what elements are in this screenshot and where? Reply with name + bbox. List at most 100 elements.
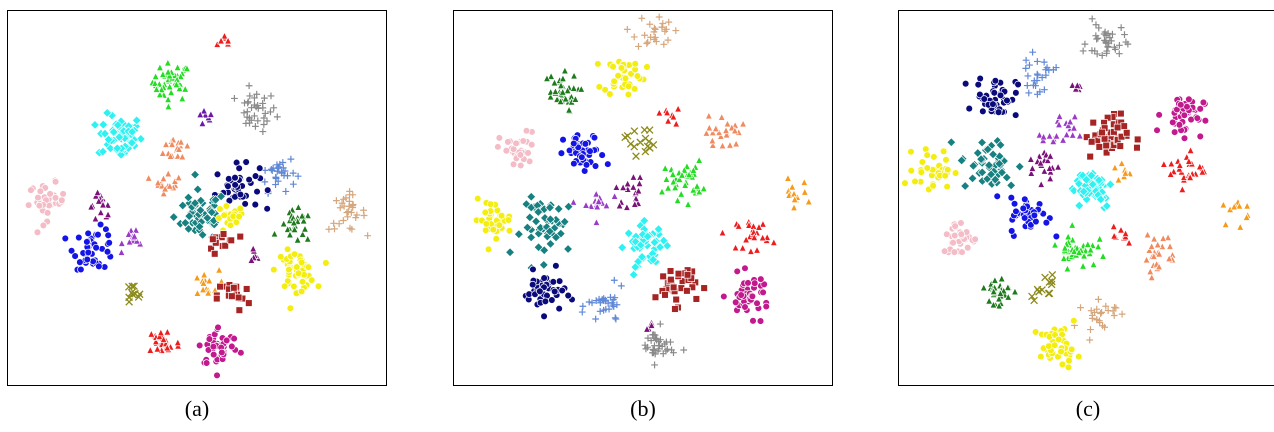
point-triangle (1165, 254, 1174, 263)
point-diamond (977, 167, 988, 178)
point-circle (582, 161, 591, 169)
point-plus (1042, 71, 1050, 79)
point-circle (209, 342, 218, 351)
point-plus (660, 40, 668, 48)
point-plus (600, 306, 608, 314)
point-triangle (1095, 234, 1104, 243)
point-diamond (1006, 180, 1017, 191)
point-triangle (636, 172, 645, 181)
point-triangle (800, 187, 809, 196)
point-diamond (544, 226, 555, 237)
point-plus (1103, 49, 1110, 57)
point-triangle (557, 81, 565, 90)
point-circle (749, 317, 757, 325)
point-diamond (967, 173, 978, 184)
point-square (1133, 143, 1141, 152)
point-circle (1193, 114, 1202, 122)
point-triangle (1230, 202, 1239, 211)
point-triangle (183, 141, 192, 150)
point-circle (923, 151, 931, 159)
point-diamond (103, 134, 114, 145)
point-diamond (1069, 185, 1079, 196)
point-plus (595, 295, 603, 303)
point-square (661, 291, 669, 299)
point-plus (1117, 24, 1125, 32)
point-circle (555, 304, 563, 313)
point-plus (662, 347, 670, 355)
point-plus (1101, 36, 1108, 44)
point-triangle (175, 144, 183, 153)
point-circle (918, 158, 927, 166)
point-circle (540, 274, 548, 282)
point-cross (125, 293, 133, 302)
point-circle (941, 171, 949, 180)
cluster-orange (1110, 158, 1134, 184)
point-triangle (790, 195, 799, 203)
point-triangle (708, 136, 717, 145)
point-diamond (559, 216, 570, 227)
point-plus (289, 180, 297, 188)
point-triangle (546, 92, 555, 101)
point-triangle (163, 343, 172, 352)
point-plus (1033, 70, 1041, 78)
point-circle (923, 164, 931, 172)
point-circle (1065, 356, 1073, 365)
point-plus (658, 343, 666, 350)
point-triangle (569, 197, 578, 206)
point-plus (1022, 65, 1030, 72)
point-circle (958, 248, 966, 256)
point-triangle (155, 63, 164, 72)
cluster-magenta (195, 323, 245, 380)
point-triangle (161, 184, 170, 193)
point-diamond (1105, 179, 1116, 190)
point-triangle (298, 229, 307, 238)
caption-a: (a) (184, 396, 210, 421)
point-circle (220, 211, 228, 219)
point-square (216, 282, 224, 291)
cluster-violet (1026, 148, 1063, 188)
point-triangle (699, 184, 708, 193)
point-triangle (655, 108, 664, 117)
point-plus (272, 173, 280, 181)
point-plus (1029, 48, 1036, 56)
point-triangle (206, 109, 215, 118)
point-circle (504, 138, 512, 146)
point-triangle (577, 84, 586, 93)
point-plus (278, 169, 286, 177)
point-plus (1092, 21, 1100, 29)
cluster-yellow (472, 194, 514, 254)
point-square (242, 285, 251, 293)
point-triangle (705, 123, 714, 132)
point-triangle (669, 177, 678, 186)
point-triangle (718, 228, 727, 237)
point-plus (1118, 310, 1126, 318)
point-triangle (1055, 120, 1063, 129)
point-triangle (91, 214, 100, 223)
point-circle (39, 221, 48, 230)
point-triangle (769, 238, 778, 246)
point-triangle (125, 237, 134, 246)
point-plus (641, 31, 649, 39)
point-circle (720, 292, 728, 301)
point-circle (84, 248, 93, 257)
point-diamond (98, 119, 109, 130)
point-triangle (153, 344, 162, 353)
cluster-tan (623, 13, 680, 50)
point-diamond (648, 254, 659, 265)
point-triangle (1045, 131, 1054, 140)
point-triangle (664, 183, 673, 192)
point-diamond (105, 143, 116, 154)
point-plus (635, 43, 642, 50)
point-circle (1054, 335, 1063, 344)
point-triangle (563, 86, 572, 95)
point-plus (1040, 86, 1048, 94)
cluster-red (146, 327, 183, 354)
point-plus (231, 95, 238, 102)
point-circle (939, 147, 948, 156)
point-circle (322, 259, 330, 267)
point-circle (529, 265, 537, 274)
point-triangle (1046, 174, 1055, 183)
point-triangle (177, 137, 185, 146)
point-circle (236, 204, 245, 213)
point-circle (976, 74, 984, 83)
